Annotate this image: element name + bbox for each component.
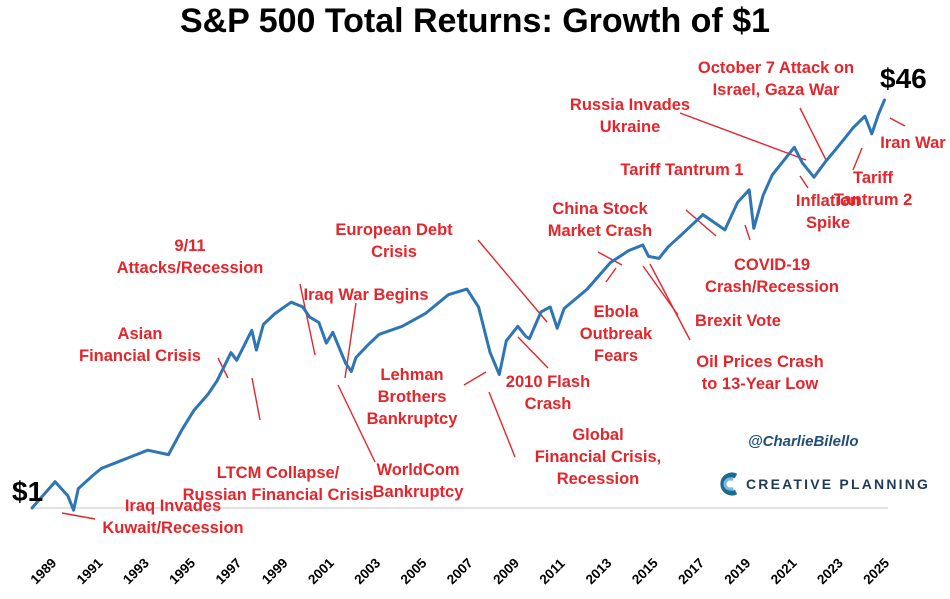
event-annotation: Russia Invades Ukraine xyxy=(570,96,690,136)
x-tick-label: 2019 xyxy=(722,555,754,587)
leader-line xyxy=(488,391,516,458)
x-tick-label: 2025 xyxy=(860,555,892,587)
event-annotation: 9/11 Attacks/Recession xyxy=(117,237,264,277)
x-tick-label: 1993 xyxy=(120,555,152,587)
x-tick-label: 1997 xyxy=(213,555,245,587)
company-name: CREATIVE PLANNING xyxy=(746,476,930,492)
event-annotation: Iraq Invades Kuwait/Recession xyxy=(102,497,243,537)
event-annotation: Asian Financial Crisis xyxy=(79,325,201,365)
event-annotation: Iran War xyxy=(880,134,946,152)
x-tick-label: 2001 xyxy=(305,555,337,587)
event-annotation: COVID-19 Crash/Recession xyxy=(705,256,839,296)
leader-line xyxy=(642,265,679,316)
leader-line xyxy=(463,371,487,386)
x-tick-label: 1999 xyxy=(259,555,291,587)
series-line xyxy=(30,98,886,512)
leader-line xyxy=(477,239,548,323)
end-value-label: $46 xyxy=(880,63,927,94)
leader-line xyxy=(799,107,827,161)
leader-line xyxy=(649,263,691,341)
x-tick-label: 2007 xyxy=(444,555,476,587)
x-tick-label: 2003 xyxy=(351,555,383,587)
event-annotation: Tariff Tantrum 1 xyxy=(620,161,743,179)
leader-line xyxy=(799,175,809,189)
x-tick-label: 2015 xyxy=(629,555,661,587)
creative-planning-logo-icon xyxy=(720,472,738,496)
event-annotation: Inflation Spike xyxy=(796,192,860,232)
leader-line xyxy=(744,224,751,241)
x-tick-label: 2017 xyxy=(675,555,707,587)
event-annotation: European Debt Crisis xyxy=(335,221,453,261)
leader-line xyxy=(337,384,376,463)
x-tick-label: 2009 xyxy=(490,555,522,587)
leader-line xyxy=(889,117,906,127)
event-annotation: WorldCom Bankruptcy xyxy=(373,461,465,501)
leader-line xyxy=(299,283,316,356)
event-annotation: Global Financial Crisis, Recession xyxy=(535,426,662,488)
event-annotation: Iraq War Begins xyxy=(304,286,429,304)
chart-title: S&P 500 Total Returns: Growth of $1 xyxy=(180,2,770,40)
leader-line xyxy=(852,147,863,171)
x-tick-label: 1989 xyxy=(28,555,60,587)
event-annotation: Ebola Outbreak Fears xyxy=(580,303,653,365)
x-tick-label: 2013 xyxy=(583,555,615,587)
leader-line xyxy=(251,377,261,421)
x-tick-label: 1991 xyxy=(74,555,106,587)
leader-line xyxy=(679,112,807,161)
annotations: Iraq Invades Kuwait/Recession Asian Financi… xyxy=(79,59,946,537)
start-value-label: $1 xyxy=(12,476,43,507)
event-annotation: Tariff Tantrum 2 xyxy=(834,169,913,209)
annotation-leader-lines xyxy=(61,107,906,520)
x-tick-label: 2005 xyxy=(398,555,430,587)
event-annotation: LTCM Collapse/Russian Financial Crisis xyxy=(183,464,374,504)
event-annotation: Brexit Vote xyxy=(695,312,781,330)
x-tick-label: 1995 xyxy=(166,555,198,587)
leader-line xyxy=(605,267,617,283)
event-annotation: 2010 Flash Crash xyxy=(506,373,590,413)
x-tick-label: 2023 xyxy=(814,555,846,587)
leader-line xyxy=(597,251,623,266)
leader-line xyxy=(61,512,96,520)
author-handle: @CharlieBilello xyxy=(748,433,859,450)
event-annotation: Lehman Brothers Bankruptcy xyxy=(367,366,459,428)
event-annotation: China Stock Market Crash xyxy=(548,200,653,240)
event-annotation: October 7 Attack on Israel, Gaza War xyxy=(698,59,854,99)
event-annotation: Oil Prices Crash to 13-Year Low xyxy=(696,353,823,393)
x-axis-ticks: 1989 1991 1993 1995 1997 1999 2001 2003 2005 2007… xyxy=(28,555,893,587)
leader-line xyxy=(685,209,717,237)
x-tick-label: 2011 xyxy=(536,555,568,587)
x-tick-label: 2021 xyxy=(768,555,800,587)
leader-line xyxy=(517,336,549,369)
